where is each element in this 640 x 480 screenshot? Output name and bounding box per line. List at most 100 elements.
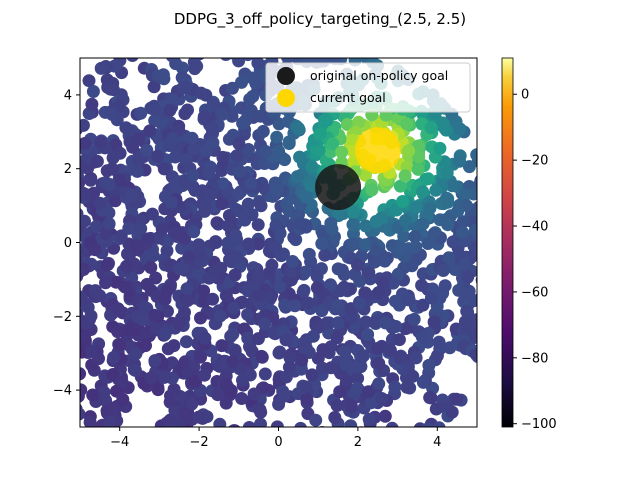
- state-point: [265, 44, 278, 57]
- state-point: [230, 149, 244, 163]
- state-point: [405, 259, 419, 273]
- legend-label-original-goal: original on-policy goal: [310, 68, 448, 83]
- state-point: [158, 327, 172, 341]
- state-point: [80, 286, 81, 293]
- state-point: [476, 289, 477, 295]
- state-point: [63, 364, 76, 377]
- state-point: [391, 431, 404, 444]
- state-point: [64, 341, 77, 354]
- state-point: [178, 305, 191, 319]
- state-point: [251, 289, 265, 303]
- state-point: [417, 429, 430, 442]
- state-point: [80, 367, 87, 381]
- state-point: [273, 280, 287, 294]
- state-point: [211, 427, 224, 440]
- state-point: [215, 108, 229, 121]
- current-goal-marker: [354, 127, 401, 174]
- state-point: [94, 61, 108, 75]
- state-point: [179, 335, 193, 349]
- state-point: [467, 294, 477, 308]
- state-point: [102, 217, 116, 231]
- colorbar-tick-label: −100: [521, 417, 557, 432]
- state-point: [144, 371, 158, 385]
- state-point: [169, 58, 183, 71]
- state-point: [187, 225, 201, 239]
- state-point: [140, 143, 154, 157]
- state-point: [107, 401, 121, 415]
- state-point: [339, 428, 352, 441]
- state-point: [243, 42, 256, 55]
- state-point: [456, 215, 470, 229]
- state-point: [429, 183, 443, 197]
- state-point: [182, 250, 196, 264]
- state-point: [427, 315, 441, 329]
- state-point: [80, 214, 91, 228]
- state-point: [427, 227, 441, 241]
- state-point: [167, 226, 181, 240]
- state-point: [357, 349, 370, 363]
- state-point: [221, 219, 235, 233]
- state-point: [90, 154, 104, 168]
- state-point: [399, 214, 412, 227]
- state-point: [409, 351, 423, 365]
- state-point: [235, 392, 249, 405]
- state-point: [180, 282, 194, 296]
- state-point: [477, 195, 490, 208]
- state-point: [318, 426, 326, 427]
- state-point: [80, 196, 81, 200]
- state-point: [106, 83, 120, 97]
- state-point: [65, 189, 78, 202]
- state-point: [286, 255, 300, 268]
- state-point: [198, 368, 211, 382]
- state-point: [313, 127, 327, 141]
- state-point: [82, 74, 96, 88]
- state-point: [362, 385, 375, 399]
- state-point: [132, 132, 146, 146]
- state-point: [475, 276, 477, 285]
- state-point: [481, 313, 494, 326]
- state-point: [294, 421, 307, 427]
- state-point: [283, 351, 297, 365]
- state-point: [80, 290, 88, 304]
- state-point: [207, 265, 221, 279]
- y-axis: −4 −2 0 2 4: [53, 88, 80, 399]
- state-point: [269, 240, 282, 254]
- state-point: [80, 270, 84, 282]
- state-point: [102, 177, 116, 191]
- state-point: [262, 266, 276, 280]
- state-point: [411, 139, 425, 153]
- state-point: [468, 223, 477, 237]
- state-point: [120, 259, 133, 273]
- state-point: [300, 392, 314, 406]
- state-point: [173, 416, 187, 427]
- state-point: [481, 161, 494, 174]
- state-point: [469, 313, 477, 327]
- state-point: [94, 428, 107, 441]
- state-point: [168, 150, 182, 164]
- y-tick-label: −4: [53, 384, 72, 399]
- state-point: [346, 237, 360, 251]
- state-point: [80, 137, 92, 150]
- state-point: [62, 348, 75, 361]
- state-point: [422, 358, 436, 372]
- state-point: [112, 173, 126, 187]
- state-point: [436, 116, 450, 130]
- state-point: [297, 283, 311, 297]
- state-point: [111, 302, 125, 316]
- state-point: [62, 398, 75, 411]
- state-point: [359, 219, 373, 233]
- state-point: [358, 286, 372, 300]
- state-point: [351, 42, 364, 55]
- state-point: [292, 121, 305, 135]
- state-point: [225, 81, 239, 95]
- state-point: [167, 382, 181, 396]
- state-point: [278, 388, 292, 402]
- state-point: [246, 261, 260, 275]
- state-point: [299, 220, 313, 234]
- state-point: [216, 177, 230, 191]
- state-point: [209, 235, 223, 249]
- state-point: [347, 227, 360, 241]
- state-point: [232, 137, 246, 151]
- state-point: [371, 342, 385, 355]
- state-point: [99, 276, 112, 290]
